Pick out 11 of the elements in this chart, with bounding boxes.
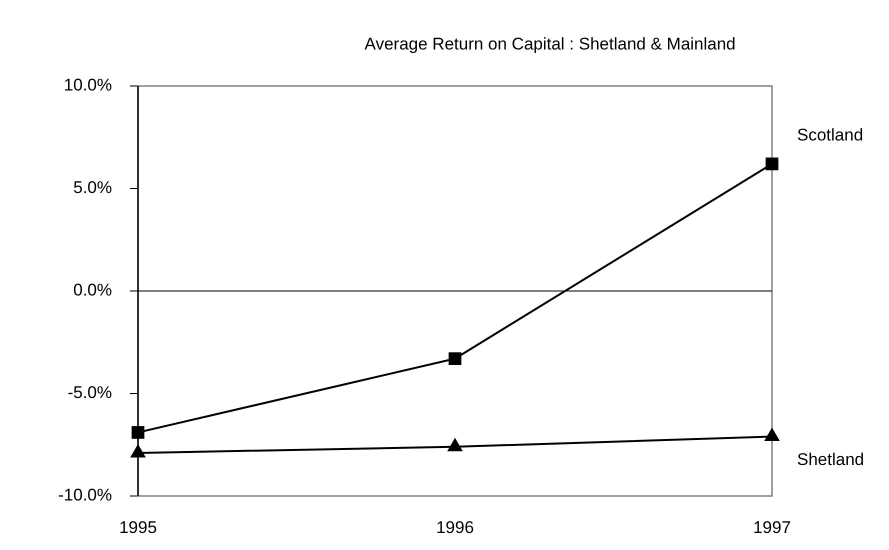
y-tick-label: 5.0% xyxy=(73,178,112,198)
chart-title: Average Return on Capital : Shetland & Mainland xyxy=(364,34,736,54)
y-tick-label: -5.0% xyxy=(68,383,112,402)
series-label: Scotland xyxy=(797,126,864,145)
x-tick-label: 1995 xyxy=(119,518,157,537)
x-tick-label: 1997 xyxy=(753,518,791,537)
y-tick-label: -10.0% xyxy=(58,486,112,505)
y-tick-label: 0.0% xyxy=(73,280,112,300)
x-tick-label: 1996 xyxy=(436,518,474,537)
y-tick-label: 10.0% xyxy=(64,76,112,95)
series-label: Shetland xyxy=(797,450,864,470)
